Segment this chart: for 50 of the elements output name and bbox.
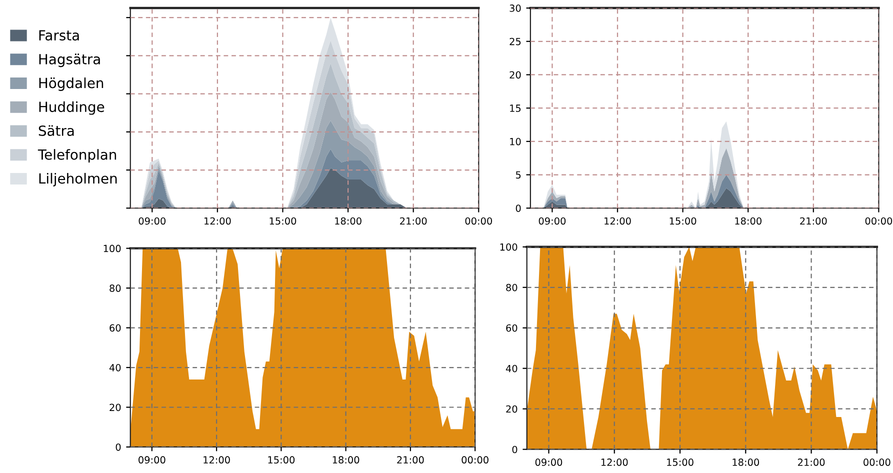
x-tick-label: 15:00 bbox=[667, 458, 694, 466]
x-tick-label: 09:00 bbox=[538, 217, 566, 225]
y-tick-label: 15 bbox=[510, 104, 521, 112]
y-tick-label: 5 bbox=[516, 171, 521, 179]
legend-label: Farsta bbox=[39, 30, 79, 41]
y-tick-label: 25 bbox=[510, 38, 521, 46]
x-tick-label: 09:00 bbox=[138, 456, 166, 464]
legend-label: Telefonplan bbox=[38, 149, 116, 163]
x-tick-label: 15:00 bbox=[268, 456, 295, 464]
y-tick-label: 60 bbox=[506, 324, 518, 332]
x-tick-label: 09:00 bbox=[138, 217, 166, 225]
y-tick-label: 30 bbox=[510, 4, 521, 12]
legend-label: Högdalen bbox=[39, 78, 104, 91]
x-tick-label: 18:00 bbox=[732, 458, 760, 466]
y-tick-label: 40 bbox=[506, 364, 518, 372]
y-tick-label: 0 bbox=[116, 443, 121, 451]
x-tick-label: 15:00 bbox=[270, 217, 296, 225]
legend-label: Sätra bbox=[38, 125, 74, 136]
x-tick-label: 21:00 bbox=[800, 217, 827, 225]
x-tick-label: 12:00 bbox=[204, 456, 230, 464]
y-tick-label: 20 bbox=[510, 71, 521, 79]
x-tick-label: 00:00 bbox=[465, 217, 492, 225]
x-tick-label: 18:00 bbox=[735, 217, 762, 225]
x-tick-label: 21:00 bbox=[798, 458, 825, 466]
x-tick-label: 12:00 bbox=[204, 217, 231, 225]
x-tick-label: 12:00 bbox=[601, 458, 628, 466]
y-tick-label: 100 bbox=[500, 243, 518, 251]
legend-label: Hagsätra bbox=[39, 54, 100, 68]
x-tick-label: 12:00 bbox=[604, 217, 631, 225]
x-tick-label: 09:00 bbox=[535, 458, 562, 466]
y-tick-label: 0 bbox=[516, 204, 521, 212]
y-tick-label: 10 bbox=[510, 138, 521, 146]
y-tick-label: 80 bbox=[110, 284, 121, 292]
x-tick-label: 00:00 bbox=[865, 217, 892, 225]
x-tick-label: 21:00 bbox=[397, 456, 424, 464]
y-tick-label: 0 bbox=[512, 446, 518, 454]
x-tick-label: 21:00 bbox=[400, 217, 427, 225]
y-tick-label: 20 bbox=[110, 404, 121, 412]
y-tick-label: 60 bbox=[110, 324, 121, 332]
x-tick-label: 00:00 bbox=[462, 456, 488, 464]
y-tick-label: 20 bbox=[506, 405, 518, 413]
x-tick-label: 18:00 bbox=[335, 217, 362, 225]
y-tick-label: 40 bbox=[109, 364, 121, 372]
x-tick-label: 15:00 bbox=[670, 217, 696, 225]
legend-label: Huddinge bbox=[39, 101, 104, 115]
y-tick-label: 80 bbox=[506, 284, 518, 292]
x-tick-label: 00:00 bbox=[864, 458, 890, 466]
y-tick-label: 100 bbox=[104, 244, 121, 252]
x-tick-label: 18:00 bbox=[332, 456, 360, 464]
legend-label: Liljeholmen bbox=[39, 172, 117, 186]
